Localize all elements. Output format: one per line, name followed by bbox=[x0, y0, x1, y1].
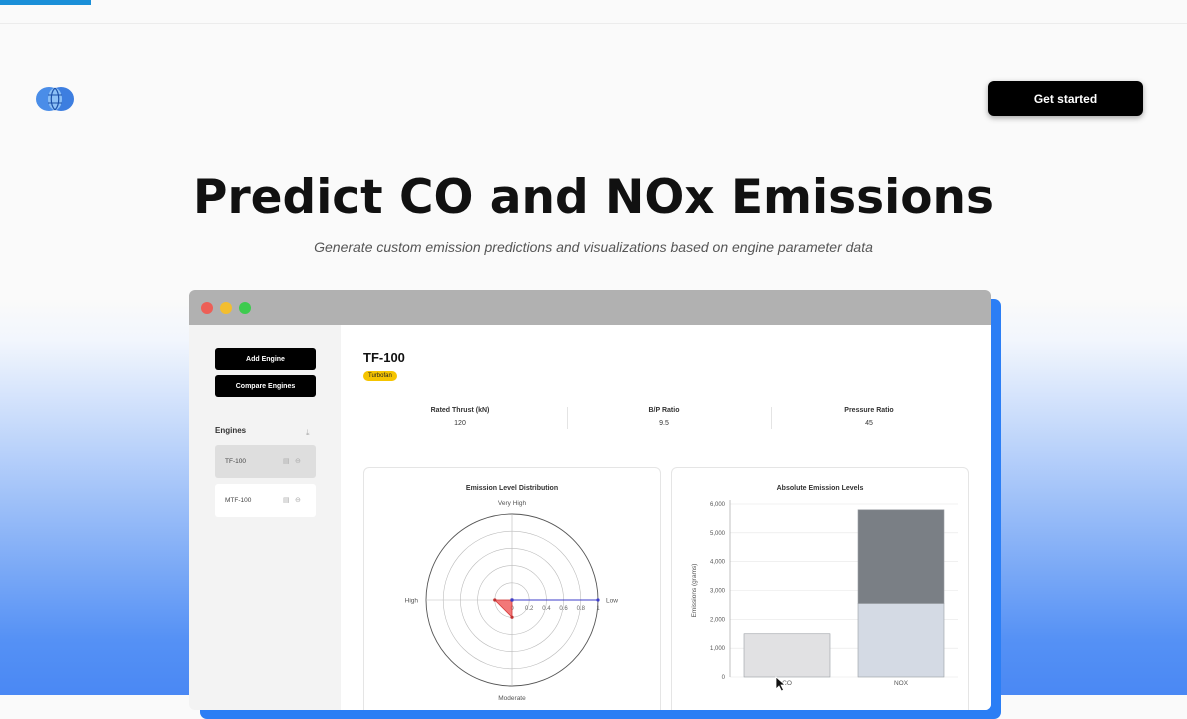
minimize-dot-icon[interactable] bbox=[220, 302, 232, 314]
bar-segment bbox=[743, 633, 831, 678]
metric-label: Pressure Ratio bbox=[844, 407, 894, 414]
engine-type-badge: Turbofan bbox=[363, 371, 397, 381]
metric-label: B/P Ratio bbox=[648, 407, 680, 414]
bar-ytick-label: 6,000 bbox=[710, 502, 726, 508]
add-engine-button[interactable]: Add Engine bbox=[215, 348, 316, 370]
radar-chart-card: Emission Level Distribution Very High Low… bbox=[363, 467, 661, 710]
bar-chart: 0 1,000 2,000 3,000 4,000 5,000 6,000 Emissions… bbox=[691, 500, 958, 687]
radar-point bbox=[510, 598, 514, 602]
metric-bp-ratio: B/P Ratio 9.5 bbox=[564, 407, 764, 427]
radar-series-area bbox=[493, 599, 513, 619]
radar-tick-label: 0.8 bbox=[577, 606, 586, 612]
logo-icon[interactable] bbox=[36, 85, 74, 113]
metric-thrust: Rated Thrust (kN) 120 bbox=[360, 407, 560, 427]
app-preview-window: Add Engine Compare Engines Engines ⤓ TF-… bbox=[189, 290, 991, 710]
bar-ytick-label: 2,000 bbox=[710, 617, 726, 623]
window-titlebar bbox=[189, 290, 991, 325]
radar-chart: Very HighLowModerateHigh00.20.40.60.81 bbox=[405, 500, 619, 702]
metric-value: 120 bbox=[454, 420, 466, 427]
radar-point bbox=[493, 598, 497, 602]
engines-heading: Engines bbox=[215, 426, 247, 435]
engine-list-item[interactable]: MTF-100 ▤ ⊖ bbox=[215, 484, 316, 517]
main-panel: TF-100 Turbofan Rated Thrust (kN) 120 B/… bbox=[341, 325, 991, 710]
radar-axis-label: Low bbox=[606, 598, 618, 605]
radar-tick-label: 0.6 bbox=[559, 606, 568, 612]
edit-icon[interactable]: ▤ bbox=[283, 497, 290, 504]
metric-value: 9.5 bbox=[659, 420, 669, 427]
metric-divider bbox=[771, 407, 772, 429]
radar-tick-label: 0.4 bbox=[542, 606, 551, 612]
delete-icon[interactable]: ⊖ bbox=[295, 497, 301, 504]
bar-chart-title: Absolute Emission Levels bbox=[776, 485, 864, 492]
bar-ytick-label: 1,000 bbox=[710, 646, 726, 652]
bar-ytick-label: 3,000 bbox=[710, 589, 726, 595]
bar-ytick-label: 4,000 bbox=[710, 560, 726, 566]
delete-icon[interactable]: ⊖ bbox=[295, 458, 301, 465]
radar-tick-label: 1 bbox=[596, 606, 600, 612]
metric-divider bbox=[567, 407, 568, 429]
radar-tick-label: 0.2 bbox=[525, 606, 534, 612]
radar-point bbox=[596, 598, 600, 602]
radar-axis-label: High bbox=[405, 598, 419, 605]
radar-chart-title: Emission Level Distribution bbox=[465, 485, 559, 492]
edit-icon[interactable]: ▤ bbox=[283, 458, 290, 465]
bar-ylabel: Emissions (grams) bbox=[691, 564, 698, 618]
metric-value: 45 bbox=[865, 420, 873, 427]
metric-pressure-ratio: Pressure Ratio 45 bbox=[769, 407, 969, 427]
metric-label: Rated Thrust (kN) bbox=[430, 407, 490, 414]
header-divider bbox=[0, 23, 1187, 24]
maximize-dot-icon[interactable] bbox=[239, 302, 251, 314]
top-accent-bar bbox=[0, 0, 91, 5]
bar-chart-card: Absolute Emission Levels 0 1,000 2,000 3,00… bbox=[671, 467, 969, 710]
bar-segment bbox=[857, 509, 945, 604]
engine-title: TF-100 bbox=[363, 350, 405, 365]
radar-axis-label: Very High bbox=[498, 500, 527, 507]
radar-point bbox=[510, 615, 514, 619]
compare-engines-button[interactable]: Compare Engines bbox=[215, 375, 316, 397]
hero-subtitle: Generate custom emission predictions and… bbox=[314, 239, 873, 255]
bar-segment bbox=[857, 603, 945, 678]
bar-ytick-label: 5,000 bbox=[710, 531, 726, 537]
radar-axis-label: Moderate bbox=[498, 695, 526, 702]
sidebar: Add Engine Compare Engines Engines ⤓ TF-… bbox=[189, 325, 341, 710]
get-started-button[interactable]: Get started bbox=[988, 81, 1143, 116]
mouse-cursor-icon bbox=[775, 676, 787, 692]
engine-name: MTF-100 bbox=[225, 497, 252, 504]
download-icon[interactable]: ⤓ bbox=[306, 428, 310, 437]
bar-ytick-label: 0 bbox=[722, 675, 726, 681]
hero-title: Predict CO and NOx Emissions bbox=[193, 170, 994, 225]
bar-category-label: NOX bbox=[894, 680, 909, 687]
engine-name: TF-100 bbox=[225, 458, 246, 465]
bar-category-label: CO bbox=[782, 680, 792, 687]
engine-list-item[interactable]: TF-100 ▤ ⊖ bbox=[215, 445, 316, 478]
close-dot-icon[interactable] bbox=[201, 302, 213, 314]
